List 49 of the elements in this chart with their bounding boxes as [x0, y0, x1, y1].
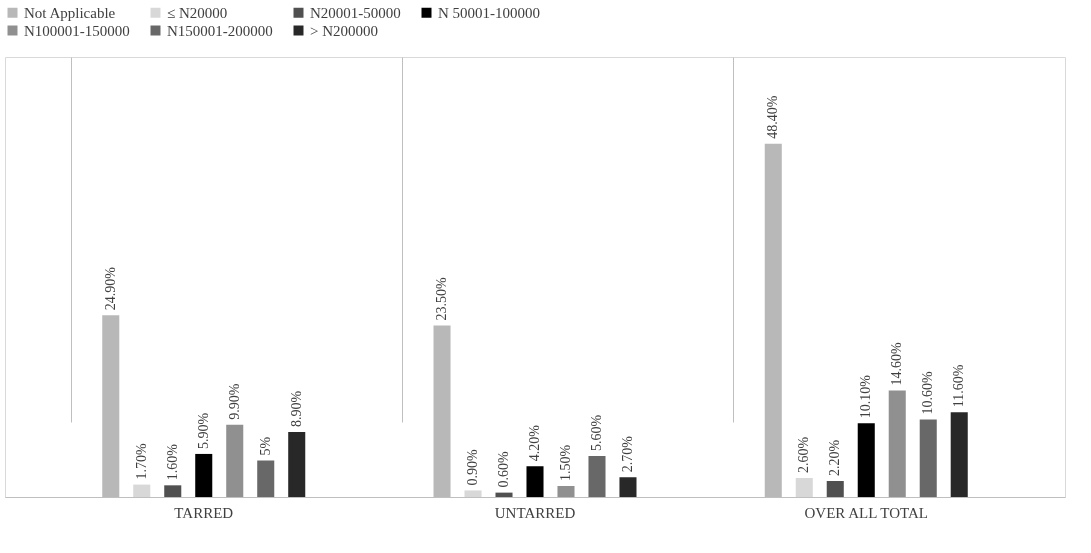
- data-label: 4.20%: [527, 424, 542, 462]
- x-tick-label: TARRED: [174, 504, 234, 521]
- bar: [195, 453, 213, 497]
- legend-label: Not Applicable: [24, 4, 116, 21]
- data-label: 2.60%: [796, 436, 812, 474]
- data-label: 5.60%: [588, 414, 604, 452]
- data-label: 10.10%: [858, 374, 874, 419]
- data-label: 10.60%: [920, 371, 936, 415]
- bar: [257, 460, 275, 497]
- data-label: 14.60%: [889, 341, 905, 386]
- bar: [919, 419, 937, 497]
- data-label: 0.90%: [465, 448, 481, 486]
- legend-label: N 50001-100000: [438, 4, 541, 21]
- data-label: 9.90%: [226, 383, 242, 420]
- bar: [950, 412, 968, 497]
- bar: [526, 466, 544, 497]
- data-label: 24.90%: [102, 266, 118, 311]
- bar: [288, 432, 306, 497]
- data-label: 5%: [257, 436, 273, 456]
- bar: [588, 456, 606, 497]
- bar: [826, 480, 844, 497]
- data-label: 2.20%: [827, 439, 843, 476]
- data-label: 11.60%: [951, 364, 967, 408]
- data-label: 1.50%: [557, 444, 573, 482]
- legend-label: N20001-50000: [310, 4, 401, 21]
- legend-label: N100001-150000: [24, 22, 130, 39]
- data-label: 5.90%: [195, 412, 211, 449]
- data-label: 48.40%: [765, 95, 781, 139]
- data-label: 0.60%: [496, 451, 512, 488]
- bar: [464, 490, 482, 497]
- data-label: 1.60%: [164, 443, 180, 481]
- data-label: 8.90%: [288, 390, 304, 428]
- bar: [164, 485, 182, 497]
- x-tick-label: OVER ALL TOTAL: [804, 504, 929, 521]
- legend-label: N150001-200000: [167, 22, 273, 39]
- bar: [888, 390, 906, 497]
- bar: [495, 492, 513, 497]
- bar: [133, 484, 151, 497]
- bar: [795, 478, 813, 497]
- x-tick-label: UNTARRED: [494, 504, 576, 521]
- legend-label: > N200000: [310, 22, 379, 39]
- bar: [857, 423, 875, 497]
- bar: [226, 424, 244, 497]
- bar: [557, 486, 575, 497]
- bar: [619, 477, 637, 497]
- legend-label: ≤ N20000: [167, 4, 228, 21]
- data-label: 1.70%: [133, 443, 149, 480]
- data-label: 23.50%: [434, 276, 450, 321]
- data-label: 2.70%: [619, 435, 635, 473]
